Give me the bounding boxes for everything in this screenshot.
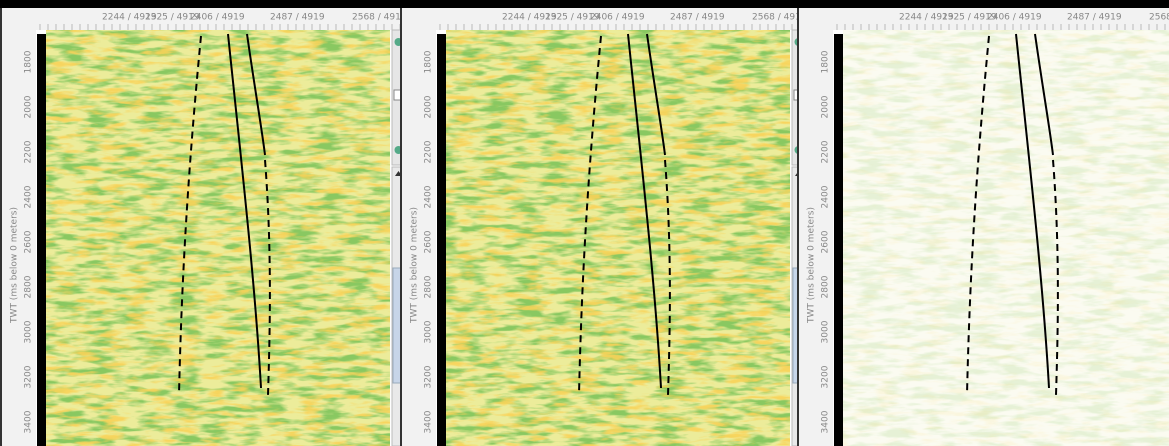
y-tick-label: 3200 xyxy=(821,365,831,388)
y-axis-title: TWT (ms below 0 meters) xyxy=(10,207,20,324)
y-tick-label: 2200 xyxy=(424,140,434,163)
time-bar xyxy=(437,34,446,446)
y-tick-label: 2600 xyxy=(24,230,34,253)
y-tick-label: 2000 xyxy=(424,95,434,118)
y-tick-label: 3400 xyxy=(821,410,831,433)
top-tick-label: 2406 / 4919 xyxy=(190,13,245,23)
y-tick-label: 2400 xyxy=(821,185,831,208)
top-tick-label: 2568 / 4919 xyxy=(1149,13,1169,23)
panel-border xyxy=(400,8,402,446)
y-tick-label: 3200 xyxy=(424,365,434,388)
top-tick-label: 2406 / 4919 xyxy=(590,13,645,23)
y-tick-label: 2600 xyxy=(821,230,831,253)
y-tick-label: 2800 xyxy=(424,275,434,298)
top-tick-label: 2406 / 4919 xyxy=(987,13,1042,23)
seismic-viewer: 2244 / 49192325 / 49192406 / 49192487 / … xyxy=(0,0,1169,446)
y-tick-label: 2000 xyxy=(821,95,831,118)
y-tick-label: 3200 xyxy=(24,365,34,388)
y-tick-label: 2600 xyxy=(424,230,434,253)
y-tick-label: 1800 xyxy=(424,50,434,73)
seismic-orange-events xyxy=(446,30,790,446)
y-axis-title: TWT (ms below 0 meters) xyxy=(807,207,817,324)
y-tick-label: 3400 xyxy=(24,410,34,433)
seismic-orange-events xyxy=(843,30,1169,446)
window-frame xyxy=(0,0,1169,8)
y-axis-title: TWT (ms below 0 meters) xyxy=(410,207,420,324)
y-tick-label: 1800 xyxy=(24,50,34,73)
panel-border xyxy=(0,8,2,446)
y-tick-label: 2200 xyxy=(821,140,831,163)
y-tick-label: 3000 xyxy=(821,320,831,343)
y-tick-label: 2400 xyxy=(424,185,434,208)
y-tick-label: 3400 xyxy=(424,410,434,433)
y-tick-label: 1800 xyxy=(821,50,831,73)
top-tick-label: 2487 / 4919 xyxy=(1067,13,1122,23)
top-tick-label: 2568 / 4919 xyxy=(352,13,407,23)
y-tick-label: 2800 xyxy=(821,275,831,298)
top-tick-label: 2487 / 4919 xyxy=(670,13,725,23)
y-tick-label: 2000 xyxy=(24,95,34,118)
time-bar xyxy=(834,34,843,446)
panel-border xyxy=(797,8,799,446)
y-tick-label: 3000 xyxy=(24,320,34,343)
seismic-orange-events xyxy=(46,30,390,446)
time-bar xyxy=(37,34,46,446)
y-tick-label: 3000 xyxy=(424,320,434,343)
top-tick-label: 2487 / 4919 xyxy=(270,13,325,23)
y-tick-label: 2200 xyxy=(24,140,34,163)
y-tick-label: 2400 xyxy=(24,185,34,208)
y-tick-label: 2800 xyxy=(24,275,34,298)
